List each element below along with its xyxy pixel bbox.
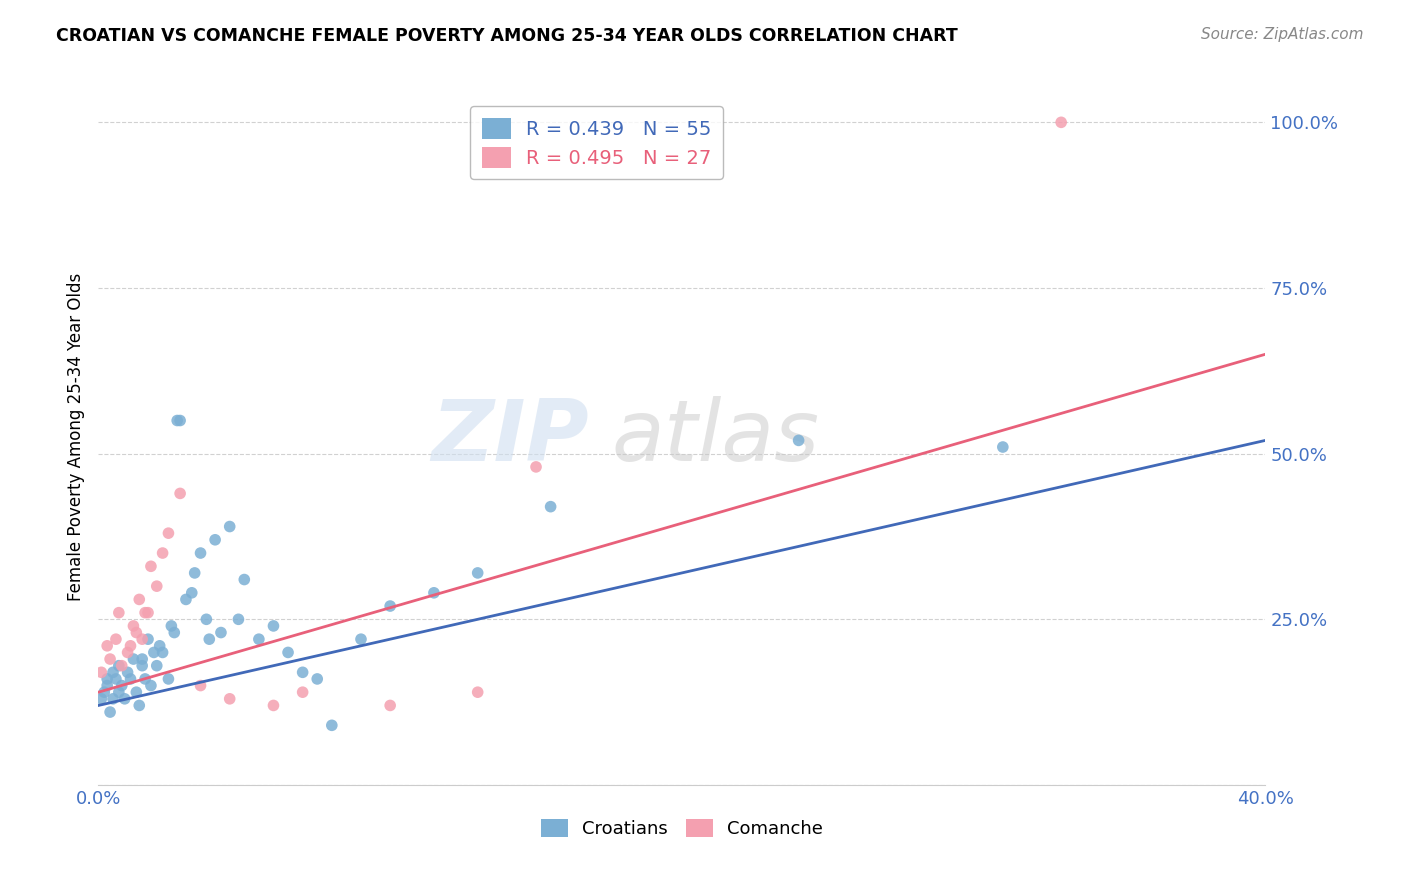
Point bbox=[146, 579, 169, 593]
Point bbox=[125, 625, 148, 640]
Point bbox=[524, 459, 547, 474]
Point bbox=[467, 685, 489, 699]
Point bbox=[128, 592, 150, 607]
Point bbox=[190, 679, 212, 693]
Point bbox=[198, 632, 221, 647]
Point bbox=[114, 691, 136, 706]
Point bbox=[149, 639, 172, 653]
Point bbox=[104, 672, 127, 686]
Point bbox=[122, 652, 145, 666]
Point bbox=[169, 486, 191, 500]
Text: atlas: atlas bbox=[612, 395, 820, 479]
Point bbox=[120, 672, 142, 686]
Text: Source: ZipAtlas.com: Source: ZipAtlas.com bbox=[1201, 27, 1364, 42]
Point bbox=[93, 685, 115, 699]
Legend: Croatians, Comanche: Croatians, Comanche bbox=[533, 812, 831, 846]
Point bbox=[262, 619, 284, 633]
Point bbox=[117, 645, 139, 659]
Point bbox=[111, 658, 134, 673]
Point bbox=[160, 619, 183, 633]
Y-axis label: Female Poverty Among 25-34 Year Olds: Female Poverty Among 25-34 Year Olds bbox=[66, 273, 84, 601]
Point bbox=[98, 652, 121, 666]
Point bbox=[163, 625, 186, 640]
Point bbox=[131, 652, 153, 666]
Point bbox=[136, 632, 159, 647]
Point bbox=[101, 665, 124, 680]
Point bbox=[120, 639, 142, 653]
Point bbox=[218, 519, 240, 533]
Point bbox=[291, 685, 314, 699]
Point bbox=[166, 413, 188, 427]
Point bbox=[787, 434, 810, 448]
Point bbox=[108, 685, 131, 699]
Point bbox=[152, 645, 174, 659]
Point bbox=[183, 566, 205, 580]
Point bbox=[380, 599, 402, 613]
Point bbox=[142, 645, 165, 659]
Text: ZIP: ZIP bbox=[430, 395, 589, 479]
Point bbox=[540, 500, 562, 514]
Point bbox=[1050, 115, 1073, 129]
Point bbox=[247, 632, 270, 647]
Point bbox=[233, 573, 256, 587]
Point bbox=[136, 606, 159, 620]
Point bbox=[125, 685, 148, 699]
Point bbox=[139, 679, 162, 693]
Point bbox=[169, 413, 191, 427]
Point bbox=[321, 718, 343, 732]
Point bbox=[157, 526, 180, 541]
Point bbox=[146, 658, 169, 673]
Point bbox=[228, 612, 250, 626]
Point bbox=[90, 691, 112, 706]
Point bbox=[991, 440, 1014, 454]
Point bbox=[96, 672, 118, 686]
Point bbox=[157, 672, 180, 686]
Point bbox=[101, 691, 124, 706]
Point bbox=[152, 546, 174, 560]
Point bbox=[307, 672, 329, 686]
Point bbox=[98, 705, 121, 719]
Point bbox=[195, 612, 218, 626]
Point bbox=[90, 665, 112, 680]
Point bbox=[134, 672, 156, 686]
Point bbox=[467, 566, 489, 580]
Point bbox=[96, 679, 118, 693]
Point bbox=[96, 639, 118, 653]
Text: CROATIAN VS COMANCHE FEMALE POVERTY AMONG 25-34 YEAR OLDS CORRELATION CHART: CROATIAN VS COMANCHE FEMALE POVERTY AMON… bbox=[56, 27, 957, 45]
Point bbox=[423, 586, 446, 600]
Point bbox=[108, 658, 131, 673]
Point bbox=[350, 632, 373, 647]
Point bbox=[262, 698, 284, 713]
Point bbox=[204, 533, 226, 547]
Point bbox=[180, 586, 202, 600]
Point bbox=[139, 559, 162, 574]
Point bbox=[174, 592, 197, 607]
Point bbox=[122, 619, 145, 633]
Point bbox=[134, 606, 156, 620]
Point bbox=[277, 645, 299, 659]
Point bbox=[117, 665, 139, 680]
Point bbox=[190, 546, 212, 560]
Point bbox=[128, 698, 150, 713]
Point bbox=[218, 691, 240, 706]
Point bbox=[104, 632, 127, 647]
Point bbox=[108, 606, 131, 620]
Point bbox=[380, 698, 402, 713]
Point bbox=[291, 665, 314, 680]
Point bbox=[131, 658, 153, 673]
Point bbox=[209, 625, 232, 640]
Point bbox=[111, 679, 134, 693]
Point bbox=[131, 632, 153, 647]
